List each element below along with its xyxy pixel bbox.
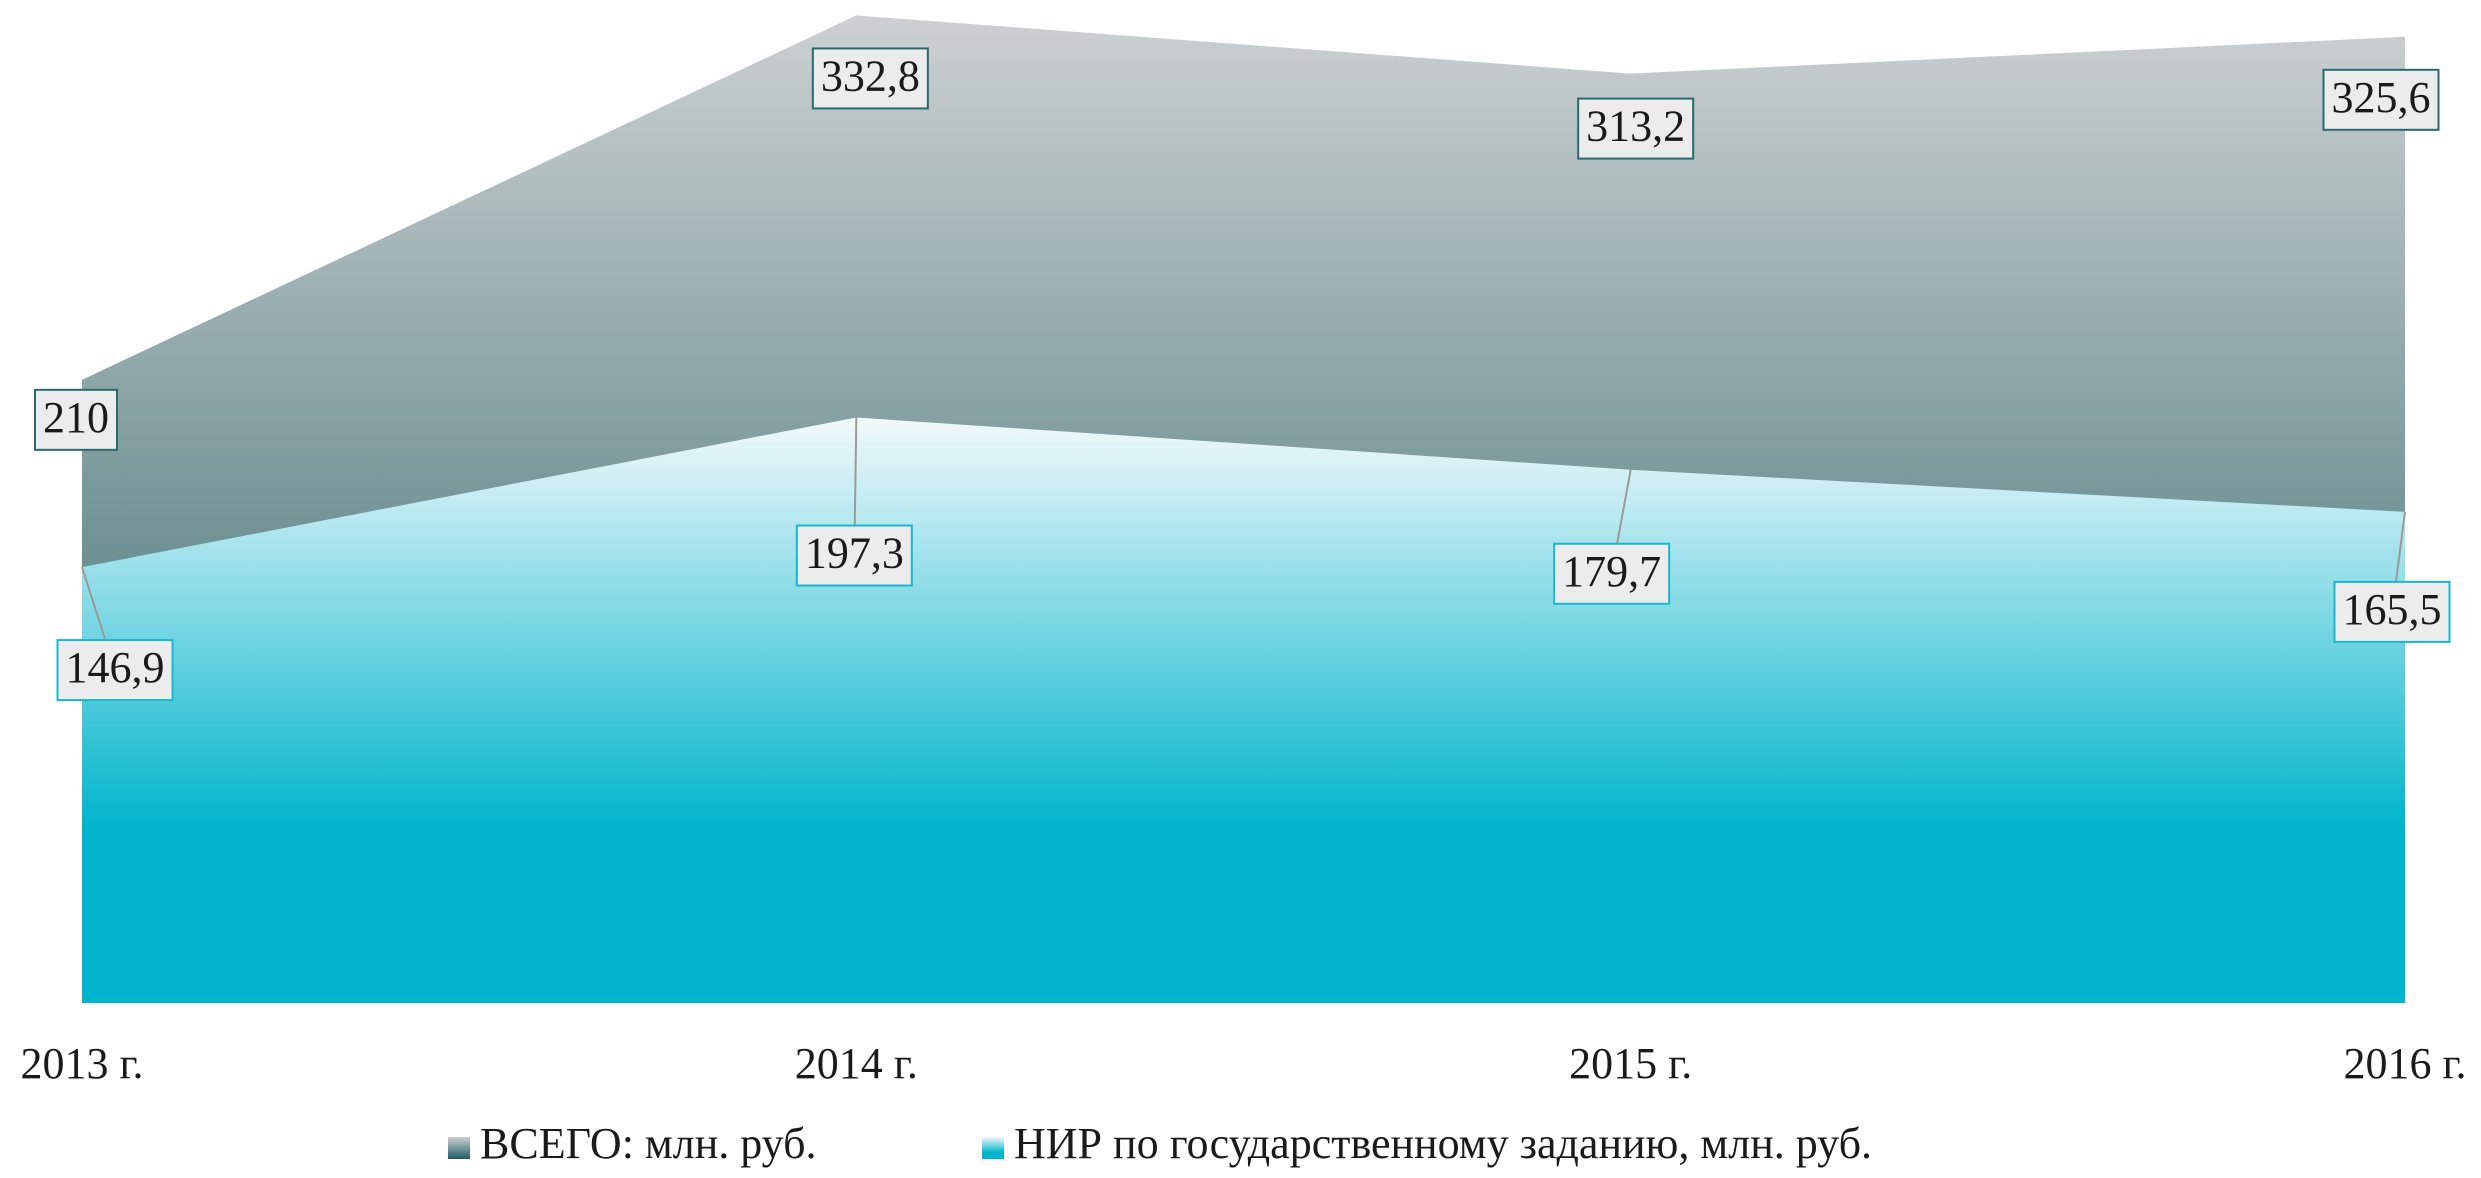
data-label: 332,8 <box>811 47 929 110</box>
data-label: 165,5 <box>2333 580 2451 643</box>
data-label-text: 332,8 <box>821 52 920 101</box>
data-label: 179,7 <box>1553 542 1671 605</box>
label-box <box>811 47 929 110</box>
data-label: 210 <box>34 388 118 451</box>
label-box <box>2333 580 2451 643</box>
data-label-text: 313,2 <box>1586 102 1685 151</box>
legend-marker <box>448 1137 470 1159</box>
label-box <box>56 639 174 702</box>
label-box <box>34 388 118 451</box>
x-tick-label: 2015 г. <box>1569 1039 1692 1088</box>
data-label-text: 179,7 <box>1562 547 1661 596</box>
label-box <box>1553 542 1671 605</box>
legend-label: ВСЕГО: млн. руб. <box>480 1119 817 1168</box>
data-label-text: 165,5 <box>2343 585 2442 634</box>
x-tick-label: 2013 г. <box>20 1039 143 1088</box>
data-label: 325,6 <box>2322 68 2440 131</box>
x-tick-label: 2016 г. <box>2343 1039 2466 1088</box>
data-label: 197,3 <box>795 524 913 587</box>
legend-marker <box>982 1137 1004 1159</box>
data-label-text: 210 <box>43 393 109 442</box>
label-box <box>795 524 913 587</box>
data-label-text: 325,6 <box>2332 73 2431 122</box>
data-label: 313,2 <box>1577 97 1695 160</box>
legend-label: НИР по государственному заданию, млн. ру… <box>1014 1119 1872 1168</box>
data-label-text: 197,3 <box>805 529 904 578</box>
label-box <box>2322 68 2440 131</box>
area <box>82 417 2405 1003</box>
data-label: 146,9 <box>56 639 174 702</box>
label-box <box>1577 97 1695 160</box>
x-tick-label: 2014 г. <box>795 1039 918 1088</box>
data-label-text: 146,9 <box>66 643 165 692</box>
